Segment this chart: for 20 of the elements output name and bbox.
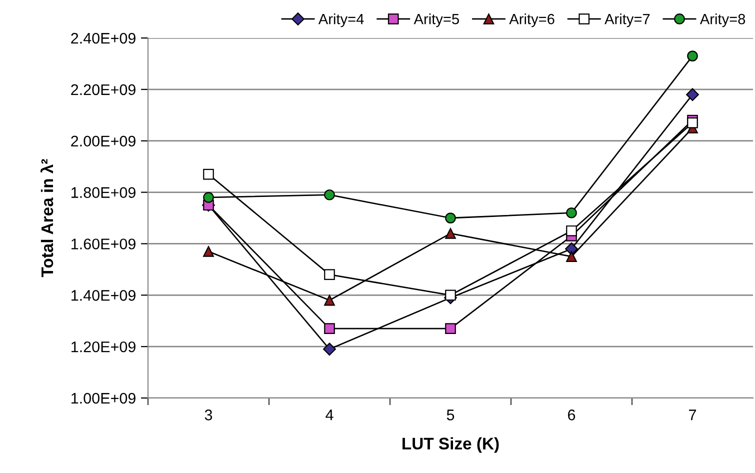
y-axis-title: Total Area in λ² — [40, 159, 54, 278]
legend-label: Arity=7 — [604, 14, 650, 28]
y-tick-label: 2.40E+09 — [71, 32, 136, 44]
legend-label: Arity=6 — [509, 14, 554, 28]
y-tick-label: 2.20E+09 — [71, 84, 136, 96]
legend-label: Arity=5 — [414, 14, 459, 28]
y-tick-label: 1.40E+09 — [72, 290, 136, 301]
x-tick-label: 6 — [568, 410, 576, 420]
y-tick-label: 1.20E+09 — [72, 341, 136, 352]
x-tick-label: 5 — [446, 410, 454, 420]
y-tick-label: 2.00E+09 — [71, 136, 136, 147]
x-tick-label: 3 — [204, 410, 212, 420]
y-tick-label: 1.60E+09 — [72, 238, 136, 250]
x-tick-label: 4 — [326, 410, 334, 420]
y-tick-label: 1.80E+09 — [72, 187, 136, 198]
y-tick-label: 1.00E+09 — [72, 392, 136, 404]
x-axis-title: LUT Size (K) — [402, 437, 499, 453]
x-tick-label: 7 — [689, 410, 696, 420]
legend-label: Arity=4 — [318, 14, 364, 28]
legend-label: Arity=8 — [700, 14, 746, 28]
